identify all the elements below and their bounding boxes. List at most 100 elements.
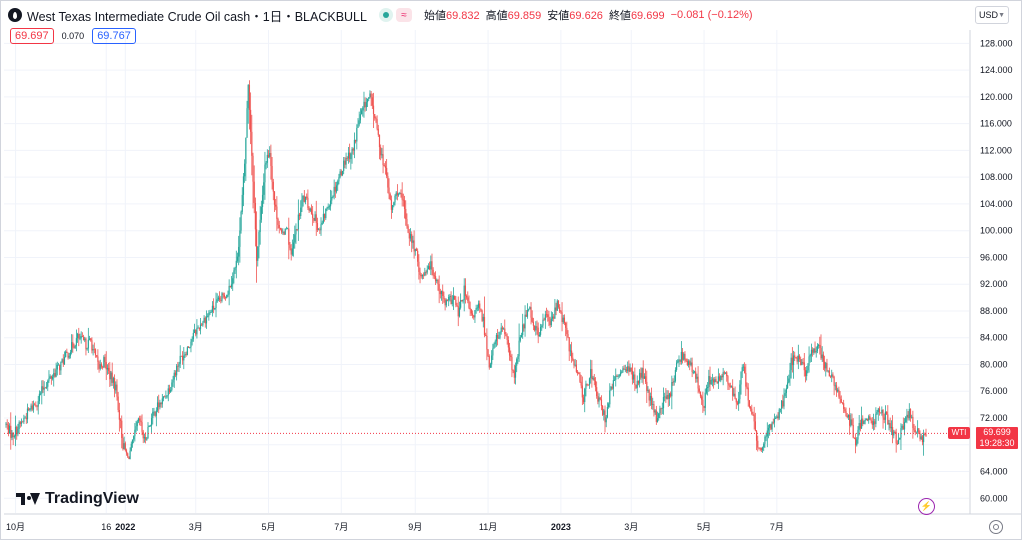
candle-body (369, 93, 371, 98)
candle-body (234, 267, 236, 271)
candle-body (738, 399, 740, 405)
candle-body (315, 214, 317, 224)
candle-body (615, 375, 617, 380)
candle-body (382, 154, 384, 166)
candle-body (275, 204, 277, 207)
tradingview-logo-icon (16, 493, 40, 505)
candle-body (670, 393, 672, 397)
candle-body (421, 274, 424, 277)
candle-body (794, 355, 796, 358)
candle-body (164, 396, 166, 398)
candle-body (406, 219, 408, 227)
candle-body (871, 420, 873, 425)
candle-body (461, 299, 463, 302)
candle-body (819, 344, 821, 348)
gear-icon[interactable] (989, 520, 1003, 534)
candle-body (729, 385, 731, 387)
candle-body (104, 357, 106, 363)
candle-body (911, 416, 913, 418)
candle-body (140, 420, 142, 423)
bid-price[interactable]: 69.697 (10, 28, 54, 44)
candle-body (224, 297, 227, 299)
bolt-icon[interactable]: ⚡ (918, 498, 935, 515)
candle-body (751, 408, 753, 414)
candle-body (605, 417, 607, 423)
candle-body (183, 355, 185, 361)
candle-body (301, 199, 303, 208)
candle-body (366, 98, 369, 103)
candle-body (277, 218, 279, 225)
ask-price[interactable]: 69.767 (92, 28, 136, 44)
candle-body (438, 284, 440, 292)
candle-body (76, 333, 79, 339)
candle-body (343, 160, 345, 171)
candle-body (776, 416, 778, 419)
market-status-icon[interactable] (378, 8, 393, 22)
candle-body (371, 97, 373, 106)
candle-body (190, 341, 192, 348)
tradingview-logo[interactable]: TradingView (16, 490, 139, 508)
candle-body (238, 246, 240, 257)
candle-body (49, 376, 51, 379)
candle-body (802, 362, 804, 363)
candle-body (877, 408, 879, 412)
candle-body (276, 206, 278, 219)
candle-body (526, 310, 529, 317)
candle-body (803, 362, 805, 371)
candle-body (38, 393, 41, 402)
candle-body (806, 370, 808, 377)
candle-body (201, 324, 203, 326)
candle-body (773, 418, 776, 423)
y-tick-label: 72.000 (980, 413, 1008, 423)
candle-body (587, 384, 589, 386)
candle-body (629, 367, 631, 372)
currency-selector[interactable]: USD ▼ (975, 6, 1009, 24)
candle-body (110, 372, 112, 380)
wave-icon[interactable]: ≈ (395, 8, 412, 22)
symbol-title[interactable]: West Texas Intermediate Crude Oil cash・1… (27, 9, 367, 24)
candle-body (623, 368, 625, 370)
candle-body (600, 399, 603, 406)
candle-body (860, 418, 863, 429)
candle-body (309, 208, 311, 211)
candle-body (383, 165, 385, 166)
candle-body (925, 434, 927, 437)
candle-body (859, 423, 861, 429)
candle-body (115, 384, 117, 391)
candle-body (613, 379, 616, 381)
candle-body (643, 376, 645, 379)
candle-body (180, 355, 183, 357)
candle-body (766, 430, 768, 437)
candle-body (668, 393, 671, 399)
candle-body (122, 438, 124, 450)
candle-body (84, 338, 86, 341)
candle-body (451, 299, 453, 305)
candle-body (718, 376, 721, 381)
candle-body (875, 413, 877, 425)
candle-body (283, 231, 285, 235)
candle-body (413, 240, 415, 252)
candle-body (714, 379, 716, 383)
candle-body (263, 182, 265, 195)
candle-body (252, 155, 254, 182)
candle-body (25, 417, 27, 420)
candle-body (868, 416, 870, 421)
candle-body (852, 424, 854, 438)
candle-body (31, 405, 33, 410)
candle-body (857, 429, 859, 440)
candle-body (481, 310, 483, 321)
candle-body (187, 347, 190, 348)
candle-body (162, 396, 165, 399)
candle-body (689, 361, 691, 365)
candle-body (598, 397, 600, 402)
candle-body (909, 409, 912, 418)
candle-body (535, 326, 537, 331)
candle-body (161, 398, 163, 405)
candle-body (353, 139, 356, 151)
candle-body (131, 439, 134, 444)
candle-body (691, 362, 693, 373)
y-tick-label: 96.000 (980, 252, 1008, 262)
candle-body (763, 443, 765, 448)
